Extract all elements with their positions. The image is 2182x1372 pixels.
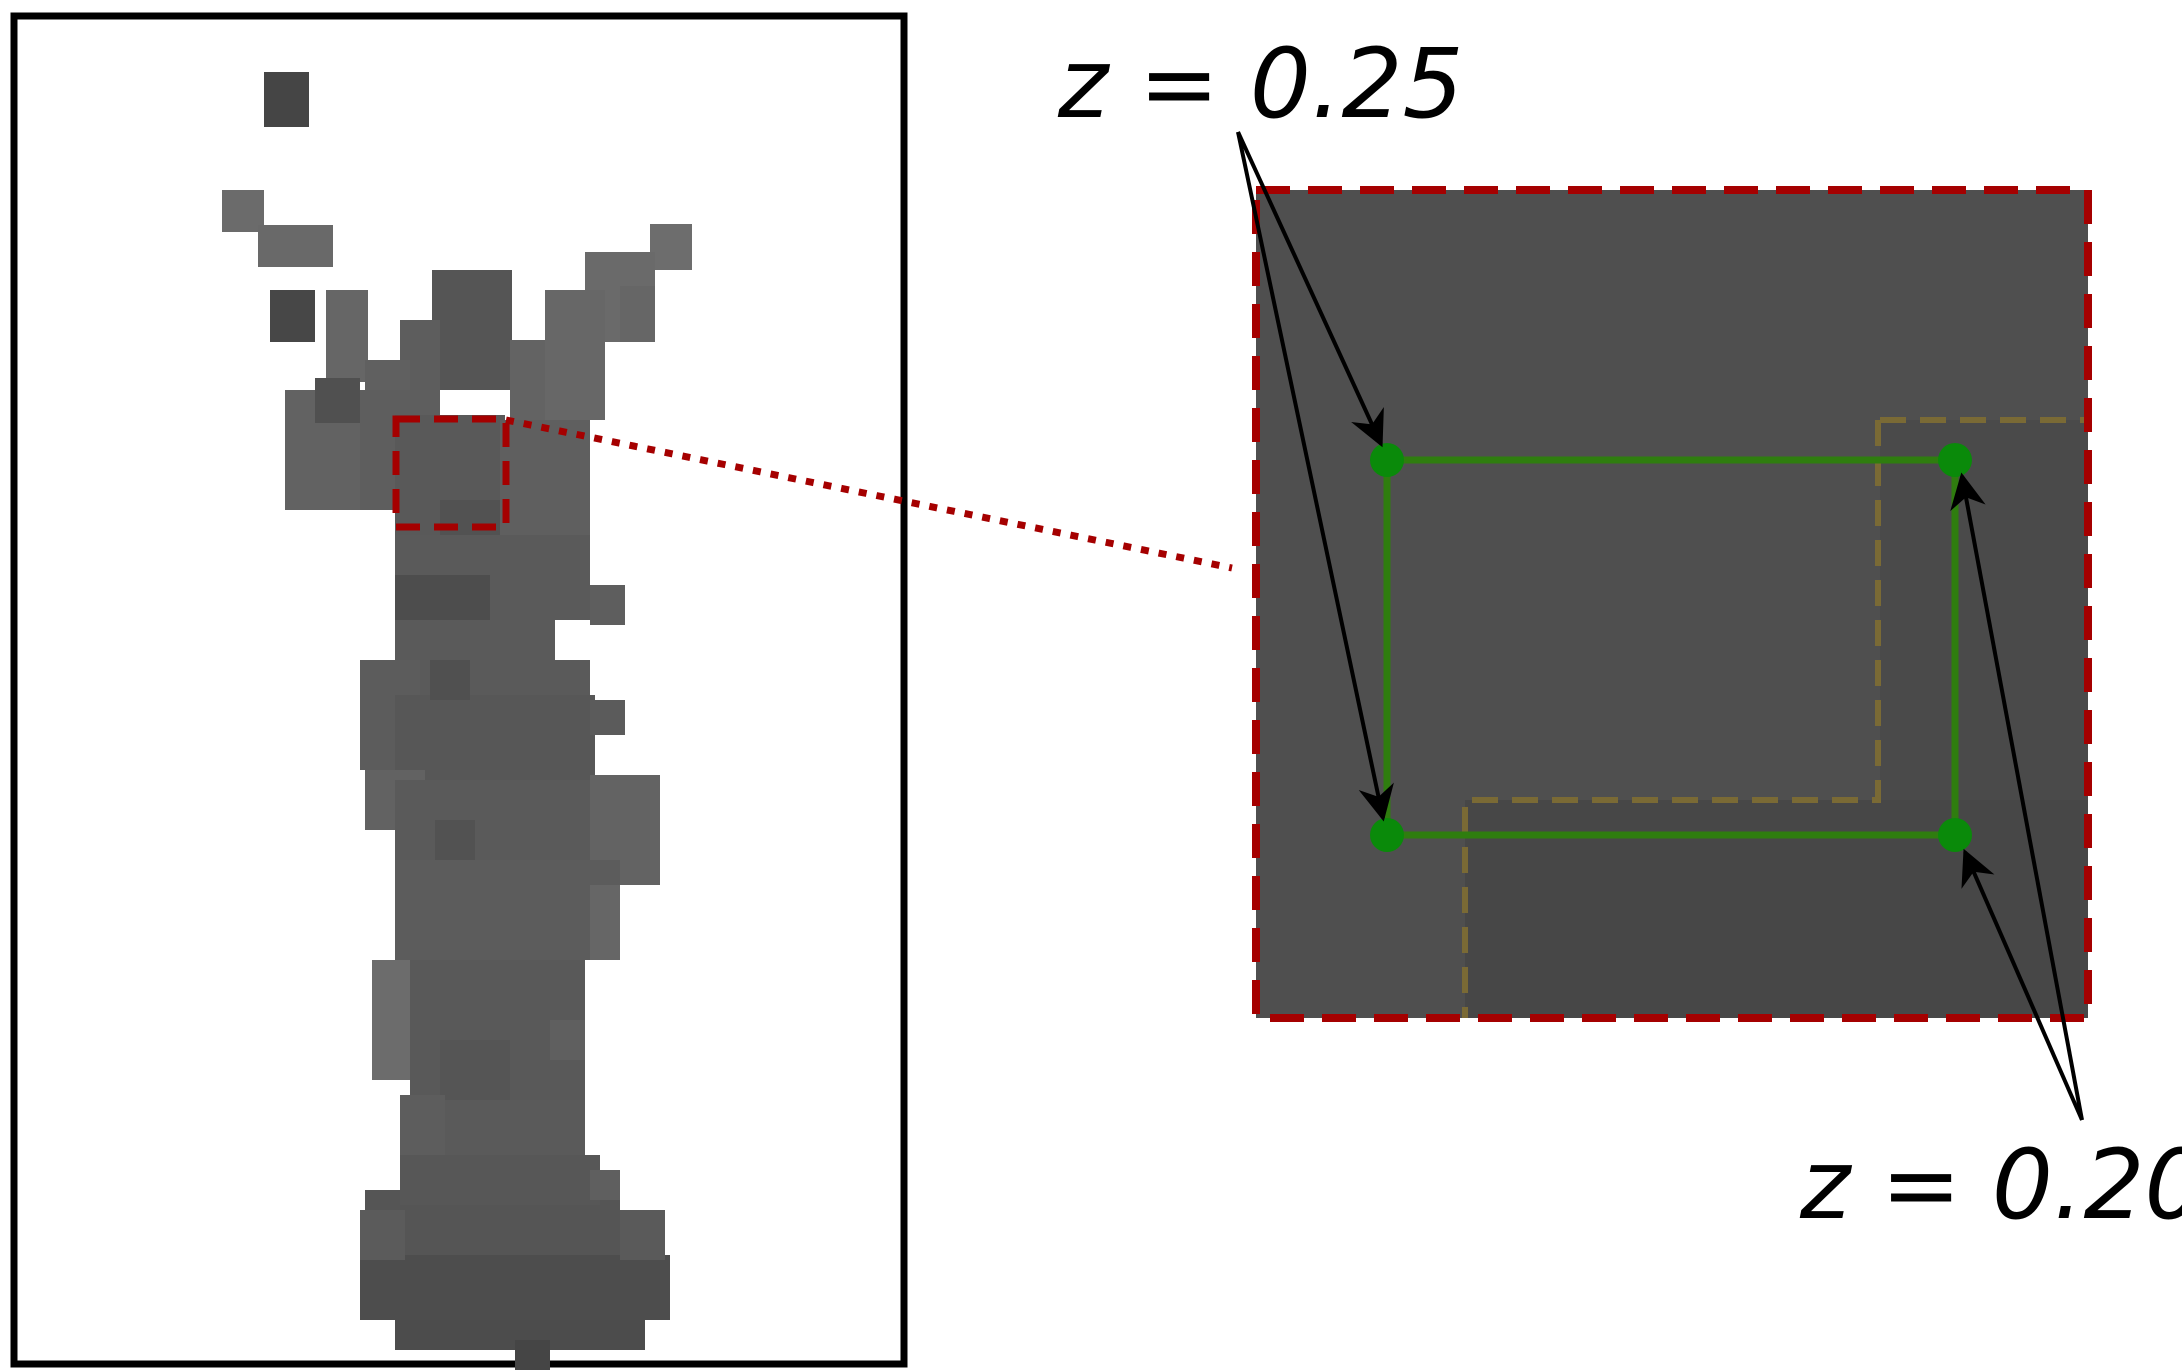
vertex-marker <box>1370 818 1404 852</box>
arrow <box>1236 131 1394 822</box>
vertex-marker <box>1370 443 1404 477</box>
zoom-connector <box>505 416 1233 572</box>
arrows-bottom <box>1950 472 2084 1121</box>
zoom-cell-right <box>1880 420 2088 800</box>
voxel-figure <box>222 72 692 1370</box>
label-bottom: z = 0.20 <box>1799 1129 2182 1241</box>
vertex-marker <box>1938 818 1972 852</box>
label-top: z = 0.25 <box>1057 28 1464 140</box>
left-panel <box>10 12 908 1370</box>
cross-section-rectangle <box>1383 456 1959 839</box>
arrow <box>1961 848 2084 1121</box>
cell-boundary <box>1462 420 1881 1018</box>
arrows-top <box>1236 131 1394 822</box>
arrow <box>1236 131 1384 448</box>
zoom-panel-border <box>1252 186 2092 1022</box>
zoom-panel <box>1252 186 2092 1022</box>
arrow <box>1950 472 2084 1121</box>
highlight-region <box>392 415 510 531</box>
vertex-marker <box>1938 443 1972 477</box>
